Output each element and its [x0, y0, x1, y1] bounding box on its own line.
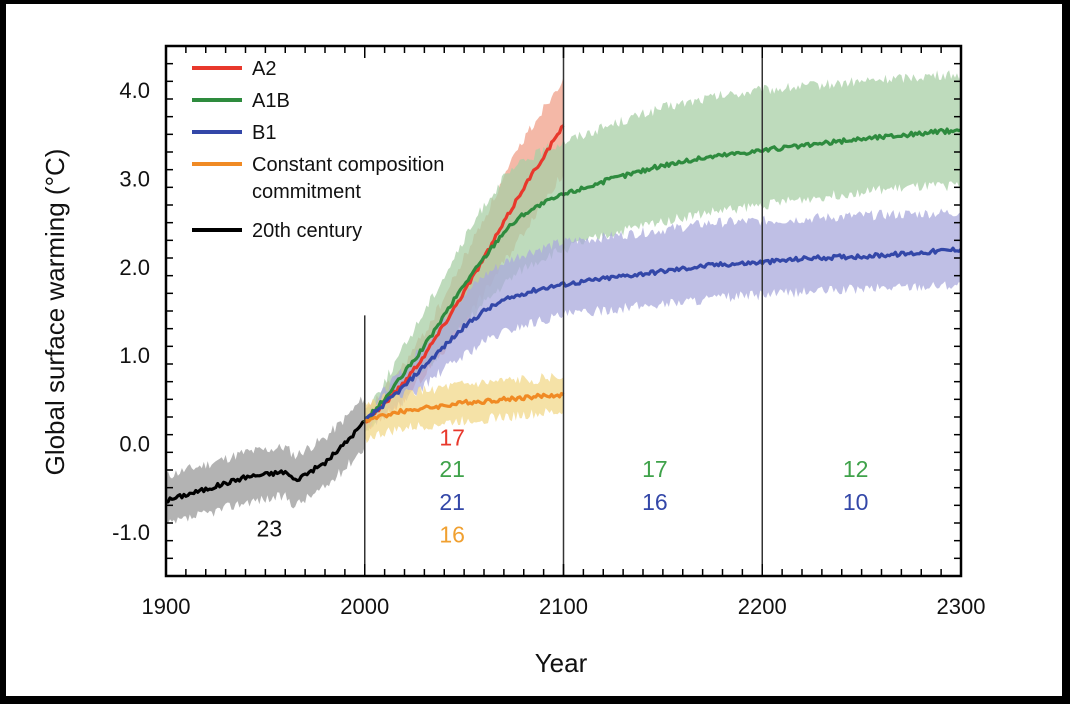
line-a1b: [363, 127, 962, 423]
y-tick-label: 0.0: [119, 432, 150, 457]
legend-label-a1b: A1B: [252, 90, 290, 112]
y-axis-title: Global surface warming (°C): [40, 149, 70, 476]
model-count-label: 16: [642, 489, 668, 515]
y-tick-label: 4.0: [119, 78, 150, 103]
x-tick-label: 1900: [142, 594, 191, 619]
figure-frame: 1900 2000 2100 2200 2300 -1.0 0.0 1.0 2.0 3.0 4.0 …: [6, 4, 1062, 696]
series-lines: [165, 124, 963, 504]
ticks: 1900 2000 2100 2200 2300 -1.0 0.0 1.0 2.0 3.0 4.0: [112, 45, 986, 619]
period-dividers: [364, 46, 763, 576]
model-counts: 23 17 21 21 16 17 16 12 10: [257, 424, 869, 547]
line-b1: [363, 246, 963, 422]
model-count-label: 16: [439, 521, 465, 547]
model-count-label: 12: [843, 456, 869, 482]
model-count-label: 17: [642, 456, 668, 482]
band-constant-composition-commitment: [364, 372, 564, 444]
x-tick-label: 2100: [539, 594, 588, 619]
line-20th-century: [165, 419, 366, 504]
band-a1b: [364, 70, 961, 433]
legend-label-20th-century: 20th century: [252, 220, 362, 242]
model-count-label: 23: [257, 515, 283, 541]
line-constant-composition-commitment: [363, 391, 565, 424]
y-tick-label: 3.0: [119, 167, 150, 192]
model-count-label: 21: [439, 489, 465, 515]
legend-label-commitment: commitment: [252, 181, 361, 203]
y-tick-label: 1.0: [119, 343, 150, 368]
line-a2: [363, 124, 565, 424]
legend: A2 A1B B1 Constant composition commitment 20t…: [192, 58, 444, 242]
model-count-label: 21: [439, 456, 465, 482]
x-tick-label: 2300: [937, 594, 986, 619]
x-tick-label: 2200: [738, 594, 787, 619]
model-count-label: 17: [439, 424, 465, 450]
legend-label-constant-composition: Constant composition: [252, 154, 444, 176]
legend-label-b1: B1: [252, 122, 276, 144]
uncertainty-bands: [166, 70, 961, 524]
x-tick-label: 2000: [340, 594, 389, 619]
model-count-label: 10: [843, 489, 869, 515]
band-20th-century: [166, 396, 365, 524]
legend-label-a2: A2: [252, 58, 276, 80]
band-b1: [364, 208, 961, 431]
y-tick-label: 2.0: [119, 255, 150, 280]
y-tick-label: -1.0: [112, 520, 150, 545]
warming-chart: 1900 2000 2100 2200 2300-1.00.01.02.03.04.0 …: [40, 44, 986, 678]
x-axis-title: Year: [535, 648, 588, 678]
